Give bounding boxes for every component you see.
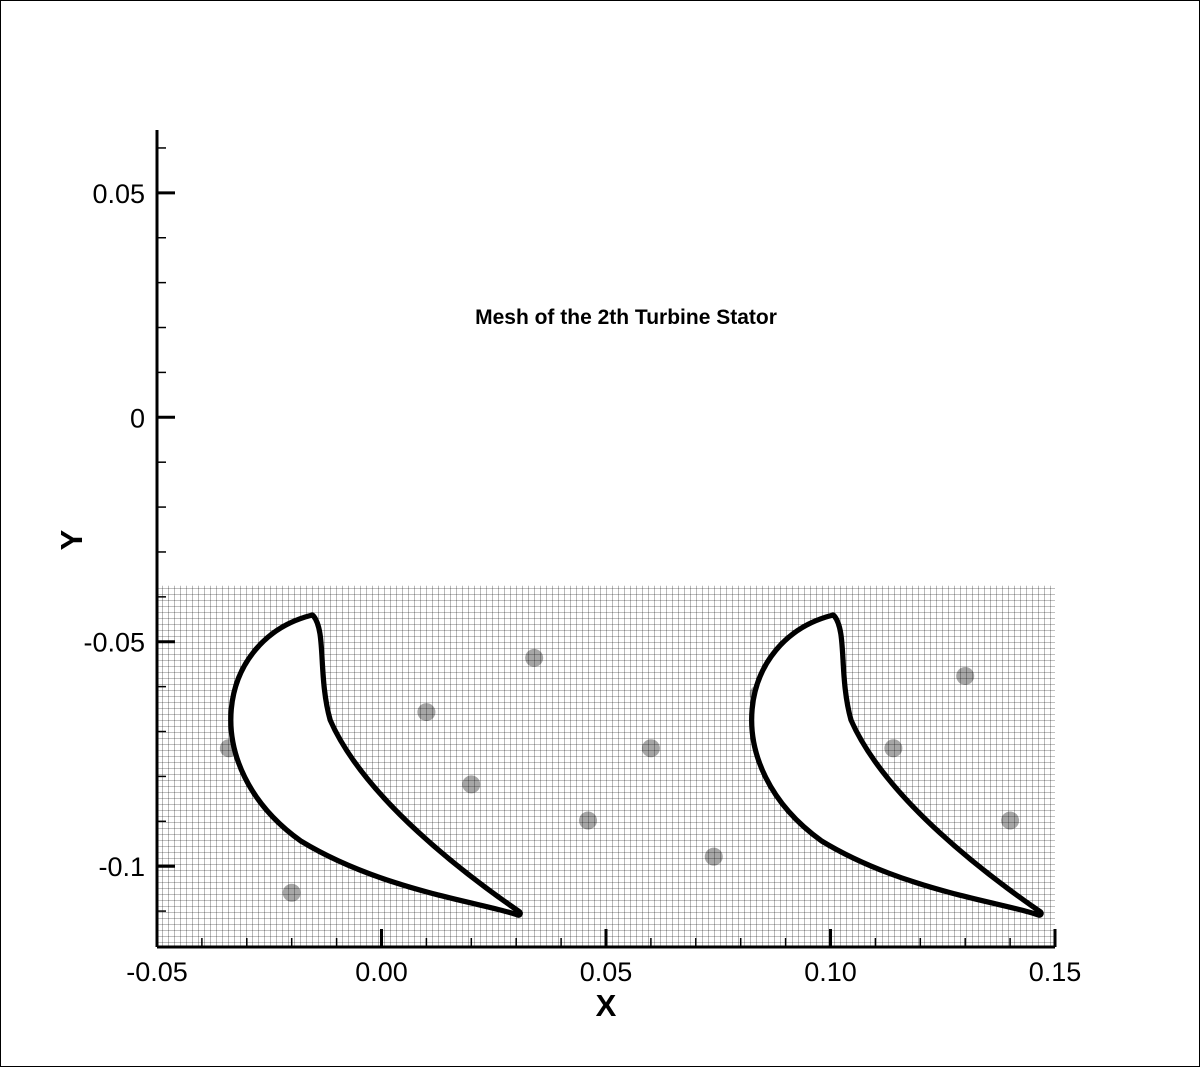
mesh-layer	[157, 585, 1055, 947]
y-ticks: 0.05 0 -0.05 -0.1	[83, 147, 175, 912]
x-tick-label: 0.05	[580, 957, 633, 987]
blade-layer	[228, 612, 1044, 918]
mesh-refinement-spot	[417, 703, 436, 722]
x-tick-label: -0.05	[126, 957, 188, 987]
y-tick-label: 0	[130, 403, 145, 433]
mesh-refinement-spot	[579, 811, 598, 830]
turbine-blade-2	[752, 616, 1040, 915]
mesh-refinement-spot	[462, 775, 481, 794]
turbine-blade-1	[232, 616, 519, 915]
mesh-refinement-spot	[641, 739, 660, 758]
x-tick-label: 0.15	[1029, 957, 1082, 987]
mesh-refinement-spot	[525, 648, 544, 667]
x-axis-label: X	[596, 988, 617, 1023]
x-ticks: -0.05 0.00 0.05 0.10 0.15	[126, 929, 1081, 987]
mesh-refinement-spot	[1001, 811, 1020, 830]
mesh-refinement-spot	[282, 883, 301, 902]
x-tick-label: 0.00	[355, 957, 408, 987]
axes: -0.05 0.00 0.05 0.10 0.15 0.05 0 -0.05 -0.1	[83, 130, 1081, 987]
mesh-refinement-spot	[884, 739, 903, 758]
y-tick-label: 0.05	[92, 179, 145, 209]
chart-title: Mesh of the 2th Turbine Stator	[475, 306, 777, 329]
mesh-refinement-spot	[956, 666, 975, 685]
y-axis-label: Y	[54, 529, 89, 550]
x-tick-label: 0.10	[804, 957, 857, 987]
y-tick-label: -0.05	[83, 628, 145, 658]
mesh-refinement-spot	[704, 847, 723, 866]
y-tick-label: -0.1	[98, 852, 145, 882]
